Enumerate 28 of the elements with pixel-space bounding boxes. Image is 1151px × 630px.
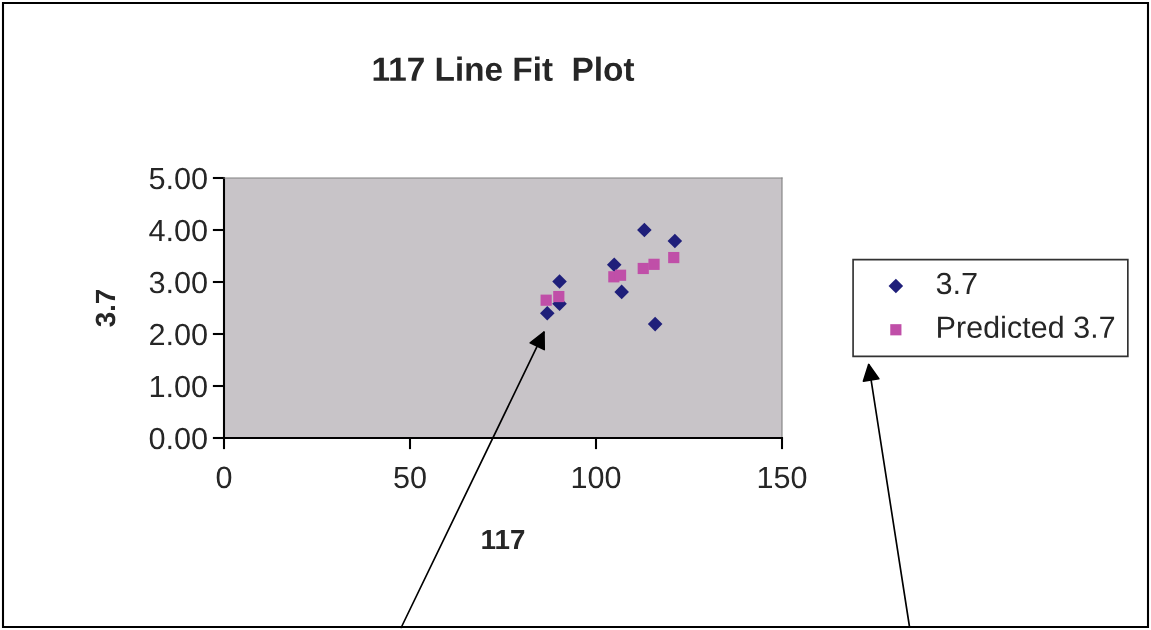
y-tick-label: 0.00 xyxy=(149,427,207,450)
point xyxy=(668,251,680,264)
x-axis-title: 117 xyxy=(482,530,525,550)
y-tick-label: 3.00 xyxy=(149,271,207,294)
point xyxy=(647,316,663,332)
y-tick-label: 4.00 xyxy=(149,219,207,242)
x-tick-label: 0 xyxy=(216,466,232,489)
chart-title: 117 Line Fit Plot xyxy=(373,56,635,82)
legend-label: Predicted 3.7 xyxy=(938,315,1115,339)
point xyxy=(606,257,622,273)
x-tick-label: 150 xyxy=(758,466,807,489)
point xyxy=(667,233,683,249)
y-axis-title: 3.7 xyxy=(95,289,116,327)
legend-label: 3.7 xyxy=(936,272,977,295)
y-tick-label: 5.00 xyxy=(149,167,207,190)
y-tick-label: 1.00 xyxy=(150,375,207,398)
point xyxy=(637,262,649,275)
x-tick-label: 50 xyxy=(394,466,426,489)
point xyxy=(614,269,627,281)
point xyxy=(648,258,660,270)
point xyxy=(539,305,555,321)
point xyxy=(553,290,565,303)
point xyxy=(552,274,567,289)
point xyxy=(637,222,652,238)
point xyxy=(540,294,552,306)
point xyxy=(614,284,629,300)
y-tick-label: 2.00 xyxy=(150,323,207,346)
x-tick-label: 100 xyxy=(572,466,621,489)
